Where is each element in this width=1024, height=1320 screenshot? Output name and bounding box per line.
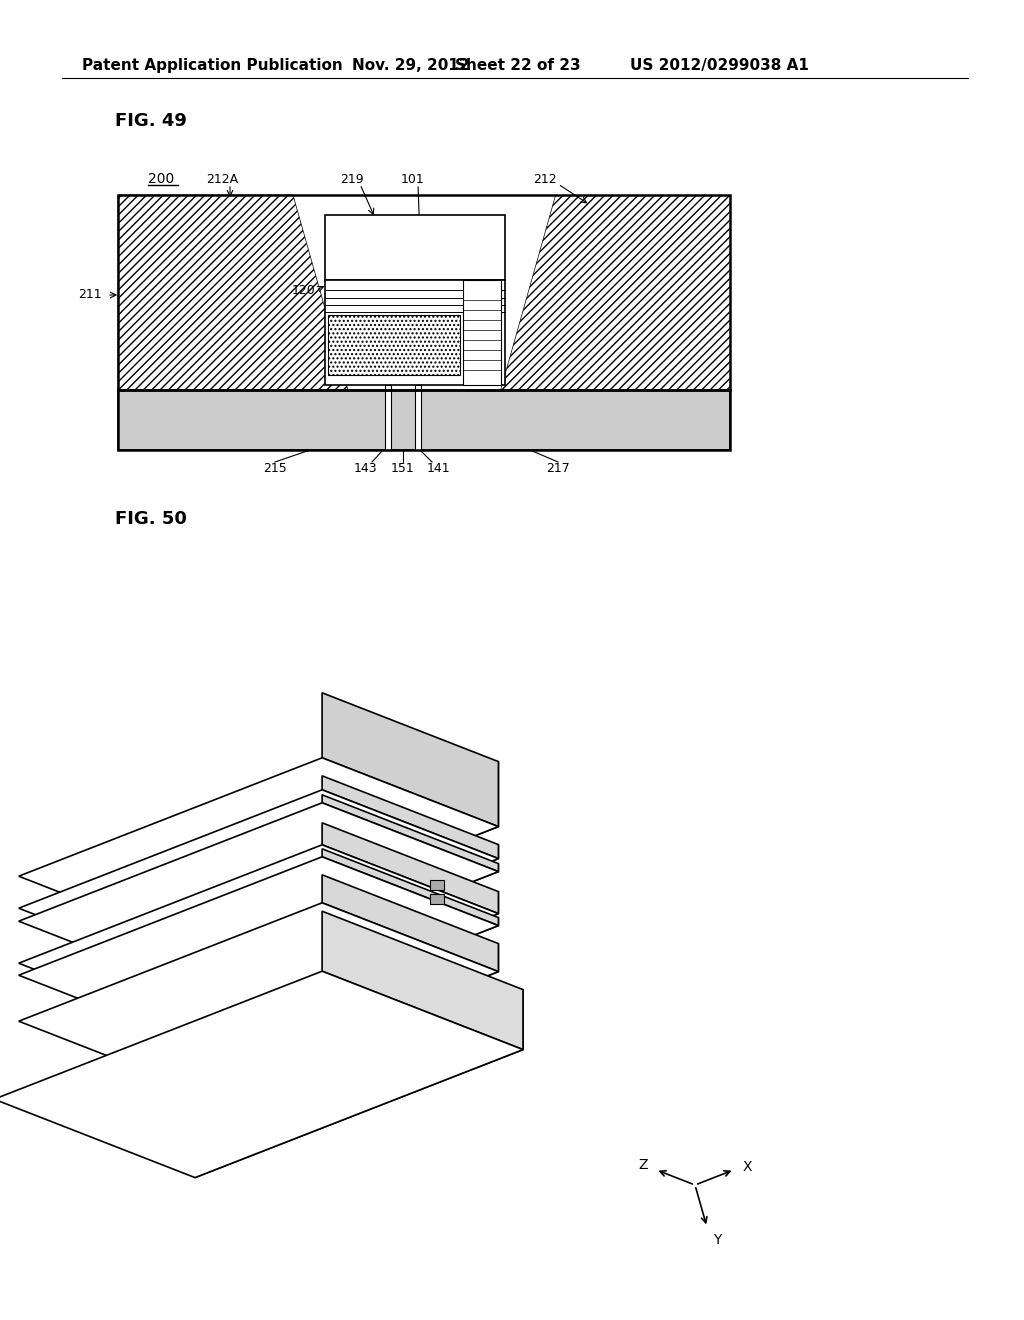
Text: 120: 120 bbox=[291, 284, 315, 297]
Polygon shape bbox=[195, 762, 499, 945]
Polygon shape bbox=[18, 845, 499, 1032]
Text: 1031: 1031 bbox=[330, 870, 358, 880]
Polygon shape bbox=[18, 789, 499, 977]
Text: Sheet 22 of 23: Sheet 22 of 23 bbox=[455, 58, 581, 73]
Bar bbox=[385, 385, 391, 450]
Polygon shape bbox=[195, 990, 523, 1177]
Text: 212A: 212A bbox=[206, 173, 238, 186]
Text: X: X bbox=[742, 1160, 752, 1173]
Text: 101: 101 bbox=[401, 173, 425, 186]
Text: 200: 200 bbox=[148, 172, 174, 186]
Polygon shape bbox=[195, 891, 499, 1032]
Bar bbox=[118, 389, 730, 450]
Text: FIG. 49: FIG. 49 bbox=[115, 112, 186, 129]
Polygon shape bbox=[323, 911, 523, 1049]
Text: Y: Y bbox=[713, 1233, 721, 1247]
Polygon shape bbox=[195, 944, 499, 1090]
Text: Patent Application Publication: Patent Application Publication bbox=[82, 58, 343, 73]
Bar bbox=[325, 280, 505, 385]
Bar bbox=[118, 389, 730, 450]
Polygon shape bbox=[18, 857, 499, 1044]
Text: US 2012/0299038 A1: US 2012/0299038 A1 bbox=[630, 58, 809, 73]
Bar bbox=[328, 315, 460, 375]
Text: 1041: 1041 bbox=[112, 1023, 143, 1035]
Polygon shape bbox=[323, 849, 499, 925]
Text: 1022: 1022 bbox=[367, 791, 398, 804]
Polygon shape bbox=[0, 972, 523, 1177]
Polygon shape bbox=[118, 195, 348, 389]
Text: 215: 215 bbox=[263, 462, 287, 475]
Text: Nov. 29, 2012: Nov. 29, 2012 bbox=[352, 58, 470, 73]
Text: 1012: 1012 bbox=[360, 751, 392, 764]
Bar bbox=[430, 894, 443, 904]
Polygon shape bbox=[323, 776, 499, 858]
Text: 1050: 1050 bbox=[116, 1020, 148, 1034]
Text: 143: 143 bbox=[353, 462, 377, 475]
Text: 211: 211 bbox=[79, 289, 102, 301]
Polygon shape bbox=[500, 195, 730, 389]
Bar bbox=[415, 385, 421, 450]
Polygon shape bbox=[323, 693, 499, 826]
Text: 219: 219 bbox=[340, 173, 364, 186]
Polygon shape bbox=[195, 845, 499, 977]
Text: 1011: 1011 bbox=[112, 968, 143, 981]
Text: Z: Z bbox=[638, 1158, 647, 1172]
Polygon shape bbox=[18, 758, 499, 945]
Text: 212: 212 bbox=[534, 173, 557, 186]
Polygon shape bbox=[323, 822, 499, 913]
Polygon shape bbox=[195, 917, 499, 1044]
Bar bbox=[118, 195, 730, 389]
Text: 1000: 1000 bbox=[117, 1130, 153, 1144]
Polygon shape bbox=[323, 875, 499, 972]
Polygon shape bbox=[18, 903, 499, 1090]
Bar bbox=[325, 215, 505, 280]
Text: 1061: 1061 bbox=[112, 1080, 143, 1093]
Bar bbox=[430, 880, 443, 890]
Text: 1033: 1033 bbox=[330, 846, 358, 855]
Polygon shape bbox=[18, 803, 499, 990]
Text: 217: 217 bbox=[546, 462, 570, 475]
Text: 1051: 1051 bbox=[112, 1035, 143, 1048]
Bar bbox=[463, 280, 501, 385]
Text: 141: 141 bbox=[426, 462, 450, 475]
Text: 151: 151 bbox=[391, 462, 415, 475]
Text: FIG. 50: FIG. 50 bbox=[115, 510, 186, 528]
Text: 100: 100 bbox=[330, 858, 351, 867]
Bar bbox=[118, 195, 730, 389]
Polygon shape bbox=[195, 863, 499, 990]
Polygon shape bbox=[323, 795, 499, 871]
